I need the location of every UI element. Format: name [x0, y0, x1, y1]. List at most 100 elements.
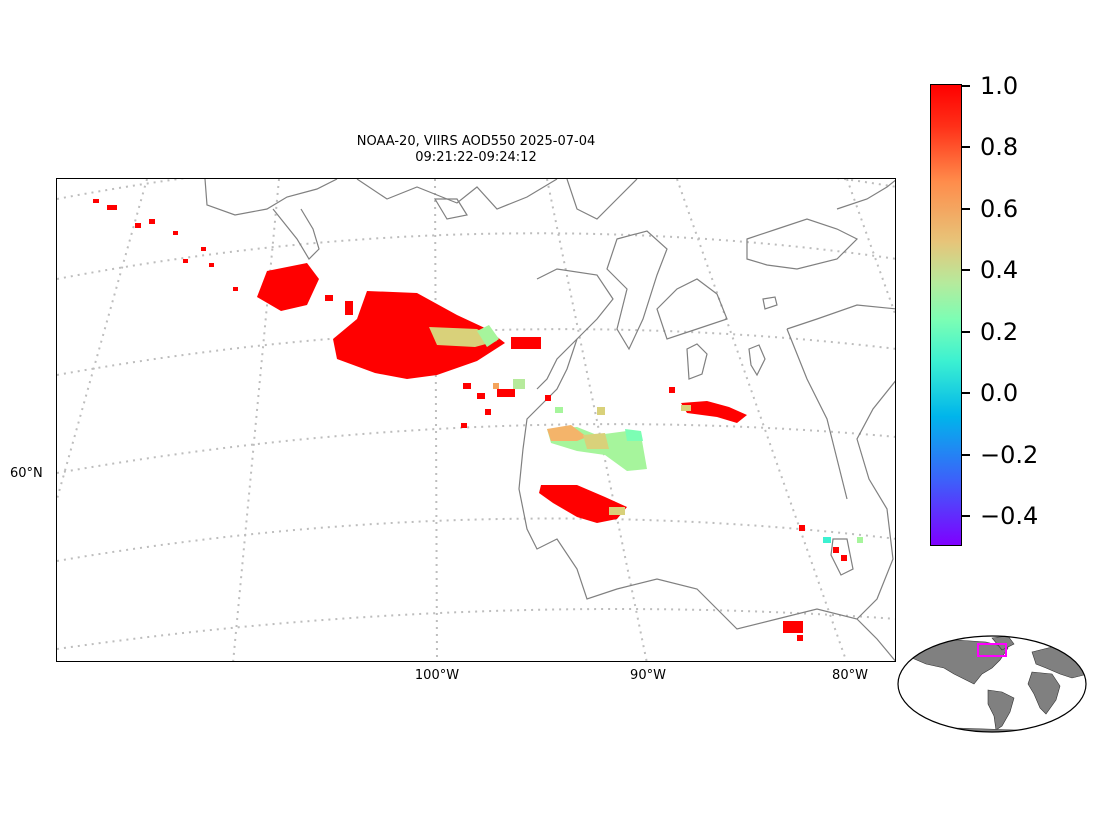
region-box: [977, 643, 1007, 657]
coastline: [656, 278, 728, 340]
aod-swath: [257, 263, 319, 311]
coastline: [830, 538, 854, 576]
aod-point: [609, 507, 625, 515]
aod-point: [797, 635, 803, 641]
coastline: [272, 208, 320, 260]
aod-plume-large: [333, 291, 505, 379]
colorbar-label: 0.0: [980, 379, 1019, 407]
aod-swath: [333, 291, 505, 379]
aod-point: [209, 263, 214, 267]
coastline: [762, 296, 778, 310]
lon-line: [434, 179, 438, 661]
africa-shape: [1027, 671, 1061, 715]
lon-label-90w: 90°W: [630, 668, 666, 683]
colorbar-label: 0.2: [980, 318, 1019, 346]
aod-point: [597, 407, 605, 415]
colorbar-tick: [962, 515, 970, 517]
world-locator-inset: [897, 635, 1087, 733]
colorbar-tick: [962, 85, 970, 87]
aod-plume-green: [547, 425, 647, 471]
coastline: [786, 304, 895, 620]
aod-point: [833, 547, 839, 553]
lat-line: [57, 328, 895, 376]
aod-point: [497, 389, 515, 397]
aod-point: [681, 405, 691, 411]
aod-point: [461, 423, 467, 428]
lat-line: [57, 179, 895, 200]
aod-swath: [547, 425, 587, 441]
aod-swath: [625, 429, 643, 441]
lon-line: [846, 179, 895, 317]
lat-line: [57, 517, 895, 562]
lon-line: [57, 179, 148, 500]
aod-point: [107, 205, 117, 210]
lat-line: [57, 232, 895, 280]
colorbar-tick: [962, 146, 970, 148]
coastline: [204, 179, 338, 216]
colorbar-tick: [962, 454, 970, 456]
aod-point: [783, 621, 803, 633]
aod-point: [485, 409, 491, 415]
coastline: [746, 218, 859, 270]
coastline: [686, 343, 708, 380]
aod-point: [173, 231, 178, 235]
colorbar-label: 0.6: [980, 195, 1019, 223]
aod-point: [325, 295, 333, 301]
coastline: [748, 344, 766, 377]
aod-point: [493, 383, 499, 389]
lon-label-100w: 100°W: [414, 668, 460, 683]
lat-line: [57, 423, 895, 474]
coastlines: [204, 179, 895, 661]
lon-line: [676, 179, 848, 661]
colorbar-tick: [962, 269, 970, 271]
aod-plume-upper-left: [93, 199, 541, 349]
colorbar-tick: [962, 331, 970, 333]
coastline: [433, 198, 468, 220]
coastline: [786, 328, 848, 500]
aod-plume-lower: [539, 485, 627, 523]
aod-point: [555, 407, 563, 413]
colorbar: [930, 84, 962, 546]
lat-label-60n: 60°N: [10, 466, 43, 481]
colorbar-label: −0.2: [980, 441, 1039, 469]
aod-point: [545, 395, 551, 401]
coastline: [536, 268, 614, 390]
aod-point: [477, 393, 485, 399]
aod-swath: [583, 433, 609, 449]
coastline: [836, 179, 895, 210]
aod-point: [149, 219, 155, 224]
map-title-line2: 09:21:22-09:24:12: [415, 150, 537, 165]
colorbar-label: 0.8: [980, 133, 1019, 161]
colorbar-label: 1.0: [980, 72, 1019, 100]
aod-point: [841, 555, 847, 561]
colorbar-label: −0.4: [980, 502, 1039, 530]
coastline: [518, 338, 895, 661]
aod-point: [857, 537, 863, 543]
coastline: [566, 179, 638, 220]
south-america-shape: [987, 689, 1015, 731]
graticule: [57, 179, 895, 661]
map-title-line1: NOAA-20, VIIRS AOD550 2025-07-04: [356, 134, 596, 149]
globe-outline: [897, 635, 1087, 733]
coastline: [606, 230, 668, 351]
aod-plume-right: [669, 387, 863, 641]
lon-label-80w: 80°W: [832, 668, 868, 683]
map-canvas: [57, 179, 895, 661]
aod-point: [799, 525, 805, 531]
lon-line: [232, 179, 280, 661]
aod-point: [823, 537, 831, 543]
aod-swath: [681, 401, 747, 423]
aod-point: [93, 199, 99, 203]
aod-point: [345, 301, 353, 315]
aod-point: [233, 287, 238, 291]
aod-swath: [539, 485, 627, 523]
colorbar-label: 0.4: [980, 256, 1019, 284]
aod-point: [511, 337, 541, 349]
lat-line: [57, 608, 895, 650]
aod-point: [463, 383, 471, 389]
map-title: NOAA-20, VIIRS AOD550 2025-07-04 09:21:2…: [56, 134, 896, 166]
aod-scattered-mid: [461, 379, 605, 428]
map-frame[interactable]: [56, 178, 896, 662]
aod-point: [135, 223, 141, 228]
colorbar-tick: [962, 392, 970, 394]
